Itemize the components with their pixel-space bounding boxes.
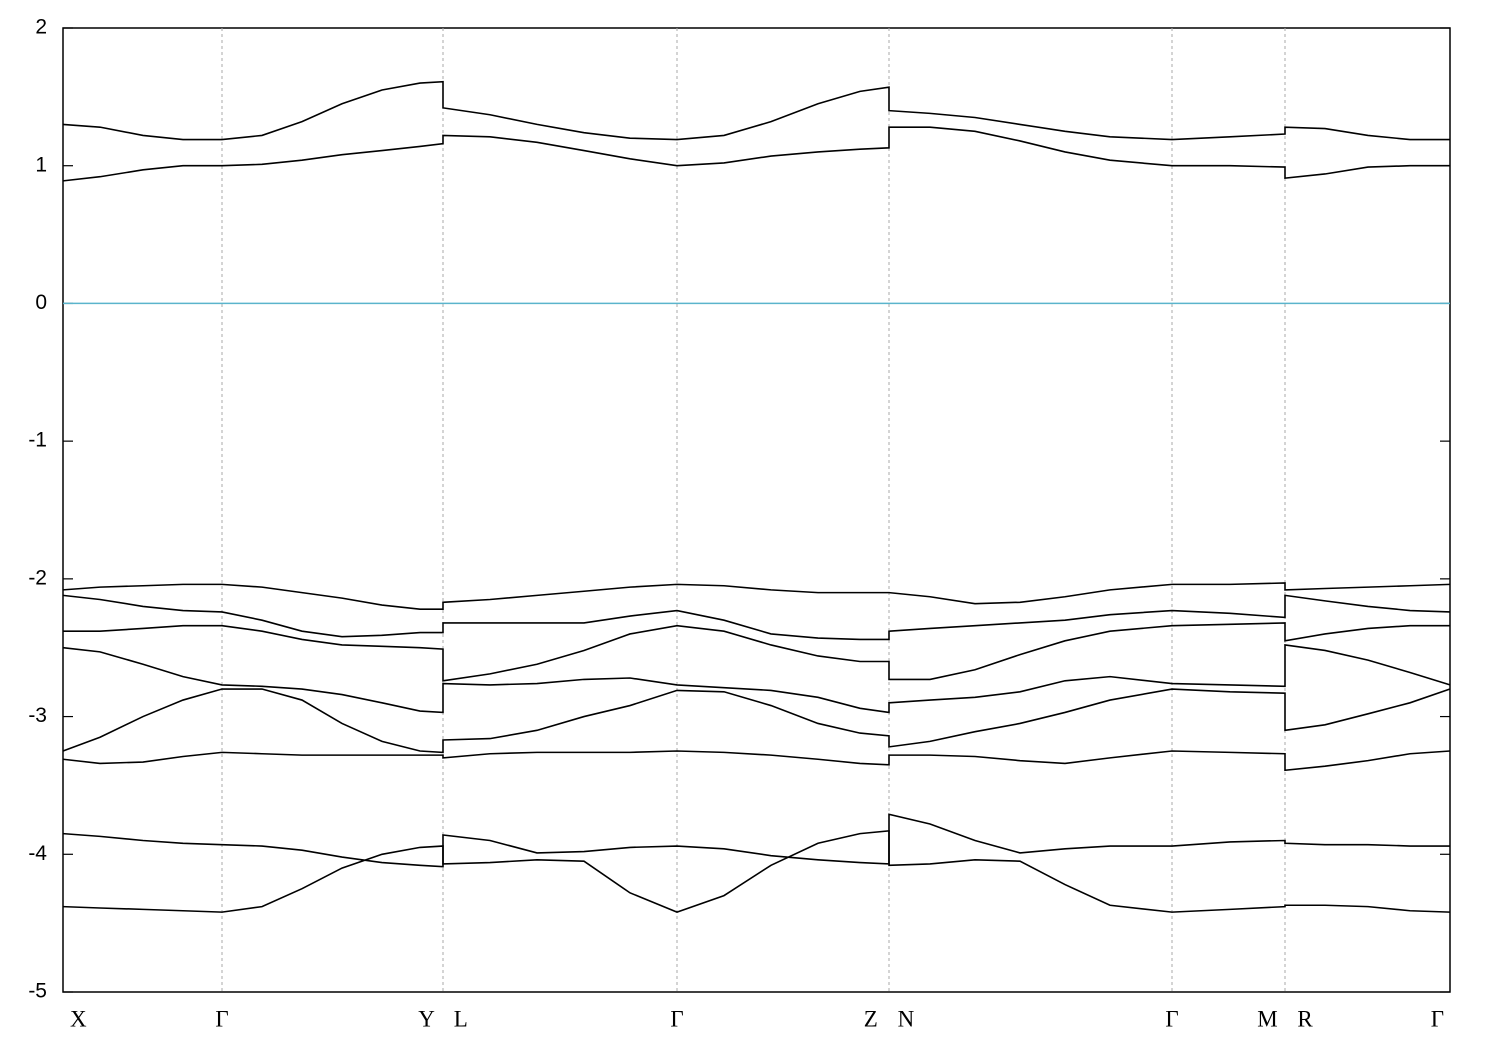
x-tick-label: M R (1257, 1006, 1313, 1031)
band-line (62, 829, 1451, 913)
y-tick-label: -2 (28, 566, 47, 589)
band-line (62, 750, 1451, 772)
band-line (62, 80, 1450, 141)
x-tick-label: Γ (215, 1006, 228, 1031)
x-tick-label: Γ (670, 1006, 683, 1031)
x-tick-label: Y L (418, 1006, 468, 1031)
y-tick-label: -4 (28, 842, 47, 865)
y-tick-label: 0 (35, 291, 47, 314)
x-tick-label: Γ (1165, 1006, 1178, 1031)
y-tick-label: -3 (28, 704, 47, 727)
x-tick-label: Γ (1431, 1006, 1444, 1031)
band-line (62, 688, 1451, 754)
plot-frame (62, 27, 1451, 993)
x-tick-label: X (70, 1006, 87, 1031)
band-line (62, 644, 1451, 714)
x-tick-label: Z N (864, 1006, 915, 1031)
y-tick-label: 2 (35, 16, 47, 39)
y-tick-label: -5 (28, 980, 47, 1003)
y-tick-label: -1 (28, 429, 47, 452)
band-line (63, 622, 1450, 682)
y-tick-label: 1 (35, 153, 47, 176)
band-line (62, 813, 1450, 868)
band-line (62, 582, 1451, 610)
band-line (62, 126, 1450, 182)
band-line (62, 594, 1451, 641)
